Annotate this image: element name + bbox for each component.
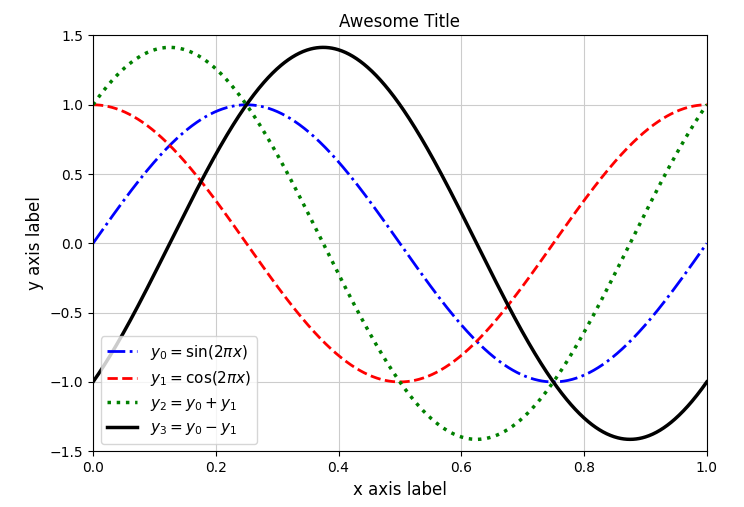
Legend: $y_0 = \sin(2\pi x)$, $y_1 = \cos(2\pi x)$, $y_2 = y_0 + y_1$, $y_3 = y_0 - y_1$: $y_0 = \sin(2\pi x)$, $y_1 = \cos(2\pi x… [100, 337, 257, 444]
Line: $y_0 = \sin(2\pi x)$: $y_0 = \sin(2\pi x)$ [93, 105, 707, 382]
$y_3 = y_0 - y_1$ [89, 379, 97, 385]
X-axis label: x axis label: x axis label [353, 481, 447, 498]
$y_3 = y_0 - y_1$ [568, 403, 577, 409]
$y_3 = y_0 - y_1$ [579, 414, 588, 420]
$y_0 = \sin(2\pi x)$ [151, 157, 160, 163]
$y_2 = y_0 + y_1$ [337, 277, 346, 283]
$y_3 = y_0 - y_1$ [151, 268, 160, 274]
$y_3 = y_0 - y_1$ [702, 379, 711, 385]
$y_3 = y_0 - y_1$ [626, 437, 635, 443]
$y_0 = \sin(2\pi x)$ [549, 379, 558, 385]
$y_1 = \cos(2\pi x)$ [702, 102, 711, 108]
Line: $y_1 = \cos(2\pi x)$: $y_1 = \cos(2\pi x)$ [93, 105, 707, 382]
$y_2 = y_0 + y_1$ [702, 102, 711, 108]
$y_1 = \cos(2\pi x)$ [151, 129, 160, 135]
$y_1 = \cos(2\pi x)$ [568, 213, 577, 220]
$y_1 = \cos(2\pi x)$ [579, 198, 588, 204]
Line: $y_3 = y_0 - y_1$: $y_3 = y_0 - y_1$ [93, 47, 707, 440]
Y-axis label: y axis label: y axis label [26, 196, 44, 291]
$y_1 = \cos(2\pi x)$ [359, 369, 368, 375]
Line: $y_2 = y_0 + y_1$: $y_2 = y_0 + y_1$ [93, 47, 707, 440]
$y_0 = \sin(2\pi x)$ [568, 376, 577, 382]
$y_1 = \cos(2\pi x)$ [89, 102, 97, 108]
$y_3 = y_0 - y_1$ [359, 61, 368, 67]
$y_2 = y_0 + y_1$ [568, 349, 577, 355]
$y_0 = \sin(2\pi x)$ [242, 102, 251, 108]
$y_2 = y_0 + y_1$ [580, 330, 589, 336]
$y_2 = y_0 + y_1$ [359, 320, 368, 326]
$y_0 = \sin(2\pi x)$ [702, 240, 711, 246]
$y_3 = y_0 - y_1$ [319, 44, 328, 50]
$y_2 = y_0 + y_1$ [89, 102, 97, 108]
$y_1 = \cos(2\pi x)$ [337, 354, 346, 360]
$y_2 = y_0 + y_1$ [472, 437, 481, 443]
Title: Awesome Title: Awesome Title [339, 13, 461, 31]
$y_1 = \cos(2\pi x)$ [510, 293, 519, 299]
$y_3 = y_0 - y_1$ [510, 315, 519, 321]
$y_0 = \sin(2\pi x)$ [337, 163, 346, 169]
$y_1 = \cos(2\pi x)$ [395, 379, 404, 385]
$y_0 = \sin(2\pi x)$ [359, 191, 368, 197]
$y_3 = y_0 - y_1$ [337, 48, 346, 54]
$y_2 = y_0 + y_1$ [165, 44, 174, 50]
$y_0 = \sin(2\pi x)$ [89, 240, 97, 246]
$y_0 = \sin(2\pi x)$ [510, 369, 519, 375]
$y_2 = y_0 + y_1$ [151, 46, 160, 52]
$y_2 = y_0 + y_1$ [511, 421, 520, 427]
$y_0 = \sin(2\pi x)$ [580, 372, 589, 378]
